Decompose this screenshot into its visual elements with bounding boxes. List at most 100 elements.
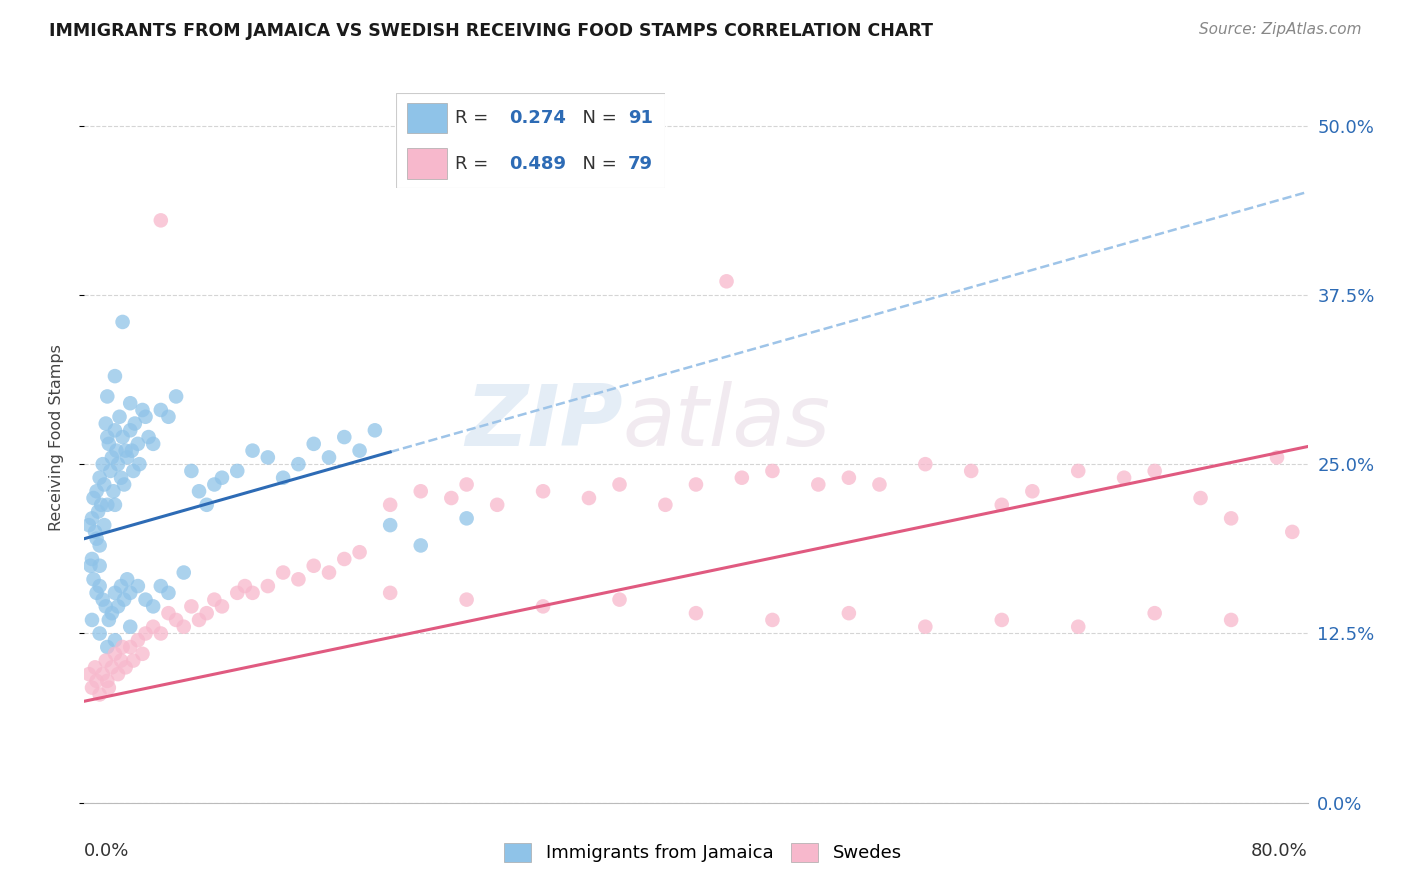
Point (107, 599, 129, 614)
Point (157, 606, 180, 620)
Point (211, 599, 233, 614)
Point (302, 437, 325, 451)
Point (103, 484, 125, 499)
Point (104, 369, 127, 384)
Point (578, 491, 600, 505)
Point (94, 417, 117, 431)
Point (302, 558, 325, 573)
Point (318, 450, 340, 465)
Point (86, 586, 108, 600)
Point (409, 484, 432, 499)
Point (685, 477, 707, 491)
Point (97, 437, 120, 451)
Point (91, 592, 114, 607)
Point (112, 477, 135, 491)
Point (1220, 511, 1243, 525)
Point (84, 524, 107, 539)
Point (91, 457, 114, 471)
Point (121, 443, 143, 458)
Point (127, 437, 149, 451)
Point (93, 477, 115, 491)
Point (1067, 620, 1090, 634)
Point (456, 511, 478, 525)
Point (120, 423, 142, 437)
Point (97, 681, 120, 695)
Point (110, 471, 132, 485)
Point (838, 471, 860, 485)
Point (86, 484, 108, 499)
Point (195, 498, 218, 512)
Point (165, 389, 187, 403)
Point (173, 566, 195, 580)
Point (122, 464, 145, 478)
Point (77, 518, 100, 533)
Point (89, 688, 111, 702)
Point (257, 450, 280, 465)
Point (107, 667, 129, 681)
Point (114, 443, 136, 458)
Point (112, 592, 135, 607)
Point (1265, 450, 1288, 465)
Point (96, 389, 118, 403)
Point (531, 484, 554, 499)
Point (124, 417, 146, 431)
Point (122, 654, 145, 668)
Point (105, 443, 128, 458)
Point (89, 538, 111, 552)
Point (226, 464, 249, 478)
Point (869, 477, 891, 491)
Point (96, 498, 118, 512)
Point (180, 599, 202, 614)
Point (1143, 464, 1166, 478)
Point (80, 681, 103, 695)
Point (79, 558, 101, 573)
Point (89, 471, 111, 485)
Point (654, 498, 676, 512)
Point (91, 667, 114, 681)
Point (77, 667, 100, 681)
Point (271, 566, 294, 580)
Point (104, 423, 127, 437)
Point (131, 647, 153, 661)
Text: atlas: atlas (623, 381, 831, 464)
Point (716, 274, 738, 288)
Point (991, 498, 1014, 512)
Point (89, 626, 111, 640)
Point (80, 552, 103, 566)
Point (96, 673, 118, 688)
Point (114, 660, 136, 674)
Point (84, 660, 107, 674)
Point (96, 640, 118, 654)
Point (142, 437, 165, 451)
Point (271, 471, 294, 485)
Point (108, 409, 131, 424)
Point (333, 430, 356, 444)
Point (165, 613, 187, 627)
Point (226, 586, 249, 600)
Point (242, 586, 264, 600)
Point (486, 498, 509, 512)
Point (838, 606, 860, 620)
Point (349, 545, 371, 559)
Point (94, 654, 117, 668)
Point (761, 613, 783, 627)
Point (89, 558, 111, 573)
Point (257, 579, 280, 593)
Point (87, 505, 110, 519)
Point (131, 403, 153, 417)
Point (83, 491, 105, 505)
Point (80, 613, 103, 627)
Point (333, 552, 356, 566)
Point (104, 633, 127, 648)
Text: 80.0%: 80.0% (1251, 842, 1308, 860)
Text: Source: ZipAtlas.com: Source: ZipAtlas.com (1198, 22, 1361, 37)
Point (211, 471, 233, 485)
Point (98, 464, 121, 478)
Point (104, 647, 127, 661)
Point (807, 477, 830, 491)
Point (609, 592, 631, 607)
Point (115, 572, 138, 586)
Point (120, 586, 142, 600)
Point (349, 443, 371, 458)
Y-axis label: Receiving Food Stamps: Receiving Food Stamps (49, 343, 63, 531)
